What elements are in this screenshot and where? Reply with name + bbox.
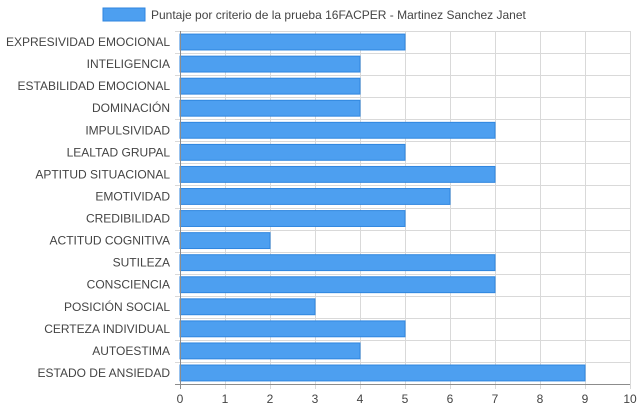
x-axis-tick-label: 6	[447, 392, 454, 406]
x-axis-tick-label: 5	[402, 392, 409, 406]
x-axis-tick-label: 8	[537, 392, 544, 406]
bar	[179, 320, 406, 338]
bar	[179, 77, 361, 95]
y-axis-label: LEALTAD GRUPAL	[67, 145, 171, 159]
x-axis-tick-label: 9	[582, 392, 589, 406]
x-axis-tick-label: 10	[623, 392, 637, 406]
x-axis-tick-label: 0	[177, 392, 184, 406]
x-axis-tick-label: 1	[222, 392, 229, 406]
bar	[179, 276, 496, 294]
bars	[179, 33, 586, 382]
y-axis-labels: EXPRESIVIDAD EMOCIONAL INTELIGENCIA ESTABI…	[6, 35, 170, 380]
bar	[179, 188, 451, 205]
x-axis-tick-labels: 0 1 2 3 4 5 6 7 8 9 10	[177, 392, 637, 406]
legend-label: Puntaje por criterio de la prueba 16FACP…	[151, 8, 527, 22]
y-axis-label: ESTABILIDAD EMOCIONAL	[18, 79, 171, 93]
y-axis-label: CERTEZA INDIVIDUAL	[44, 322, 170, 336]
y-axis-label: POSICIÓN SOCIAL	[64, 299, 170, 314]
y-axis-label: CONSCIENCIA	[87, 278, 170, 292]
bar	[179, 33, 406, 51]
bar	[179, 298, 316, 316]
bar	[179, 99, 361, 117]
bar	[179, 364, 586, 382]
y-axis-label: IMPULSIVIDAD	[85, 123, 170, 137]
bar	[179, 342, 361, 360]
y-axis-label: ACTITUD COGNITIVA	[50, 234, 170, 248]
y-axis-label: ESTADO DE ANSIEDAD	[38, 366, 171, 380]
y-axis-label: AUTOESTIMA	[92, 344, 170, 358]
bar	[179, 254, 496, 272]
grid-lines	[175, 31, 631, 389]
x-axis-tick-label: 4	[357, 392, 364, 406]
bar	[179, 210, 406, 227]
y-axis-label: DOMINACIÓN	[92, 100, 170, 115]
bar	[179, 165, 496, 183]
legend-swatch	[102, 7, 146, 22]
y-axis-label: APTITUD SITUACIONAL	[35, 167, 170, 181]
y-axis-label: EMOTIVIDAD	[95, 189, 170, 203]
y-axis-label: INTELIGENCIA	[87, 57, 170, 71]
x-axis-tick-label: 2	[267, 392, 274, 406]
bar	[179, 55, 361, 73]
y-axis-label: CREDIBILIDAD	[86, 212, 170, 226]
bar	[179, 143, 406, 161]
bar	[179, 232, 271, 250]
legend: Puntaje por criterio de la prueba 16FACP…	[102, 7, 527, 22]
axes	[175, 31, 630, 389]
y-axis-label: EXPRESIVIDAD EMOCIONAL	[6, 35, 170, 49]
y-axis-label: SUTILEZA	[113, 256, 170, 270]
x-axis-tick-label: 7	[492, 392, 499, 406]
bar	[179, 121, 496, 139]
x-axis-tick-label: 3	[312, 392, 319, 406]
